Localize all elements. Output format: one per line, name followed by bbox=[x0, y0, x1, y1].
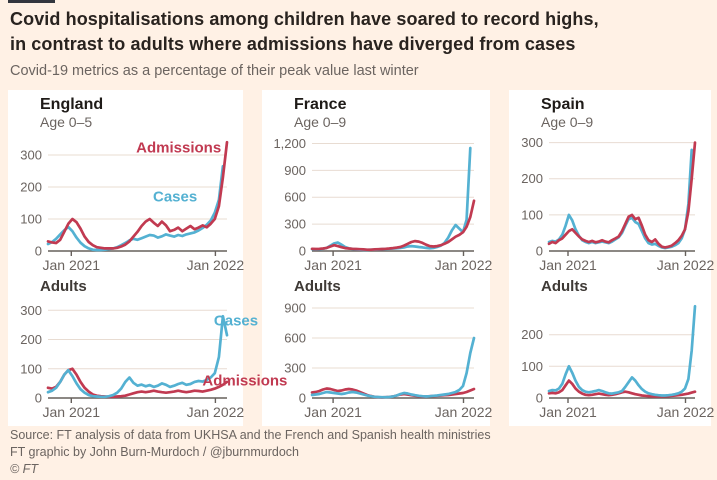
y-tick-label: 300 bbox=[284, 361, 306, 376]
panel-france: France Age 0–9 0 300 600 900 1,200 Jan 2021 Ja… bbox=[262, 90, 493, 426]
chart-svg: 0 100 200 300 Jan 2021 Jan 2022 bbox=[521, 135, 714, 273]
x-tick-label: Jan 2022 bbox=[435, 404, 493, 420]
y-tick-label: 200 bbox=[521, 171, 543, 186]
panel-age-subtitle: Age 0–5 bbox=[40, 114, 93, 130]
y-tick-label: 900 bbox=[284, 301, 306, 316]
x-tick-label: Jan 2021 bbox=[42, 404, 100, 420]
y-tick-label: 200 bbox=[20, 180, 42, 195]
cases-line bbox=[46, 314, 229, 399]
series-label-admissions: Admissions bbox=[202, 372, 288, 390]
x-tick-label: Jan 2021 bbox=[539, 257, 597, 273]
y-tick-label: 600 bbox=[284, 331, 306, 346]
y-tick-label: 300 bbox=[20, 148, 42, 163]
series-label-cases: Cases bbox=[213, 312, 259, 330]
x-tick-label: Jan 2021 bbox=[42, 257, 100, 273]
y-tick-label: 200 bbox=[521, 327, 543, 342]
y-tick-label: 0 bbox=[299, 391, 306, 406]
page-subtitle: Covid-19 metrics as a percentage of thei… bbox=[10, 63, 419, 79]
adults-label: Adults bbox=[541, 278, 588, 295]
y-tick-label: 900 bbox=[284, 163, 306, 178]
y-tick-label: 100 bbox=[20, 361, 42, 376]
chart-france-children: 0 300 600 900 1,200 Jan 2021 Jan 2022 bbox=[270, 133, 492, 275]
x-tick-label: Jan 2021 bbox=[304, 404, 362, 420]
chart-france-adults: 0 300 600 900 Jan 2021 Jan 2022 bbox=[270, 297, 492, 422]
panel-title-england: England bbox=[40, 96, 104, 113]
series-label-cases: Cases bbox=[152, 188, 198, 206]
adults-label: Adults bbox=[294, 278, 341, 295]
title-line-2: in contrast to adults where admissions h… bbox=[10, 34, 576, 54]
panel-title-france: France bbox=[294, 96, 347, 113]
admissions-line bbox=[310, 199, 476, 252]
chart-svg: 0 100 200 Jan 2021 Jan 2022 bbox=[521, 304, 715, 420]
y-tick-label: 300 bbox=[521, 135, 543, 150]
chart-england-adults: 0 100 200 300 Jan 2021 Jan 2022 Cases Admission… bbox=[16, 297, 287, 422]
y-tick-label: 100 bbox=[521, 207, 543, 222]
source-note: Source: FT analysis of data from UKHSA a… bbox=[10, 428, 491, 442]
y-tick-label: 300 bbox=[20, 303, 42, 318]
y-tick-label: 600 bbox=[284, 190, 306, 205]
y-tick-label: 0 bbox=[35, 391, 42, 406]
x-tick-label: Jan 2021 bbox=[304, 257, 362, 273]
y-tick-label: 100 bbox=[20, 212, 42, 227]
y-tick-label: 200 bbox=[20, 332, 42, 347]
copyright-note: © FT bbox=[10, 462, 38, 476]
x-tick-label: Jan 2021 bbox=[539, 404, 597, 420]
y-tick-label: 300 bbox=[284, 217, 306, 232]
cases-line bbox=[310, 336, 476, 399]
panel-age-subtitle: Age 0–9 bbox=[294, 114, 347, 130]
chart-svg: 0 100 200 300 Jan 2021 Jan 2022 bbox=[20, 140, 244, 273]
x-tick-label: Jan 2022 bbox=[657, 257, 715, 273]
chart-svg: 0 100 200 300 Jan 2021 Jan 2022 bbox=[20, 303, 244, 420]
y-tick-label: 0 bbox=[536, 244, 543, 259]
cases-line bbox=[310, 146, 472, 252]
cases-line bbox=[46, 164, 225, 252]
credit-note: FT graphic by John Burn-Murdoch / @jburn… bbox=[10, 445, 299, 459]
series-label-admissions: Admissions bbox=[136, 139, 222, 157]
footer: Source: FT analysis of data from UKHSA a… bbox=[10, 427, 491, 478]
panel-age-subtitle: Age 0–9 bbox=[541, 114, 594, 130]
title-line-1: Covid hospitalisations among children ha… bbox=[10, 9, 599, 29]
y-tick-label: 100 bbox=[521, 359, 543, 374]
y-tick-label: 0 bbox=[536, 391, 543, 406]
chart-england-children: 0 100 200 300 Jan 2021 Jan 2022 Admissions Case… bbox=[16, 133, 244, 275]
chart-panels-row: England Age 0–5 0 100 200 300 Jan 2021 Jan 20… bbox=[8, 90, 715, 426]
panel-spain: Spain Age 0–9 0 100 200 300 Jan 2021 Jan 2022… bbox=[509, 90, 715, 426]
y-tick-label: 0 bbox=[35, 244, 42, 259]
cases-line bbox=[547, 304, 697, 397]
admissions-line bbox=[46, 367, 229, 399]
page-title: Covid hospitalisations among children ha… bbox=[10, 7, 710, 57]
panel-england: England Age 0–5 0 100 200 300 Jan 2021 Jan 20… bbox=[8, 90, 287, 426]
chart-spain-children: 0 100 200 300 Jan 2021 Jan 2022 bbox=[517, 133, 714, 275]
window-edge-artifact bbox=[8, 0, 55, 3]
x-tick-label: Jan 2022 bbox=[187, 404, 245, 420]
x-tick-label: Jan 2022 bbox=[435, 257, 493, 273]
chart-svg: 0 300 600 900 1,200 Jan 2021 Jan 2022 bbox=[273, 136, 492, 273]
chart-svg: 0 300 600 900 Jan 2021 Jan 2022 bbox=[284, 301, 492, 421]
panel-title-spain: Spain bbox=[541, 96, 585, 113]
admissions-line bbox=[547, 141, 697, 249]
chart-spain-adults: 0 100 200 Jan 2021 Jan 2022 bbox=[517, 297, 715, 422]
x-tick-label: Jan 2022 bbox=[657, 404, 715, 420]
y-tick-label: 1,200 bbox=[273, 136, 306, 151]
adults-label: Adults bbox=[40, 278, 87, 295]
x-tick-label: Jan 2022 bbox=[187, 257, 245, 273]
y-tick-label: 0 bbox=[299, 244, 306, 259]
admissions-line bbox=[46, 140, 229, 250]
